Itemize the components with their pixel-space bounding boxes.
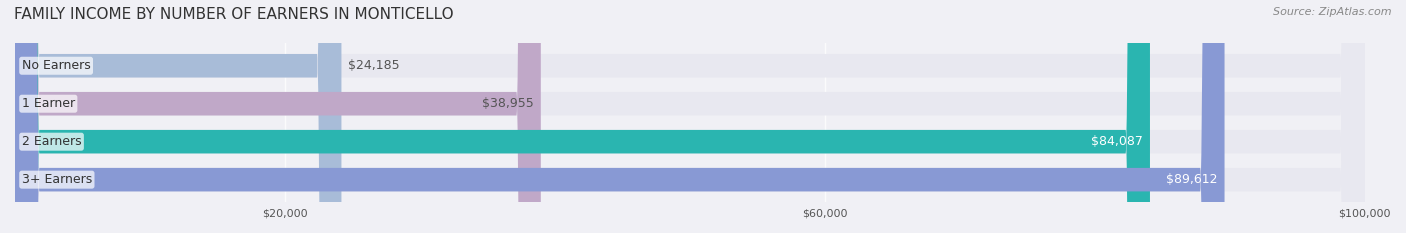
FancyBboxPatch shape [15,0,1365,233]
Text: $38,955: $38,955 [482,97,534,110]
Text: 2 Earners: 2 Earners [21,135,82,148]
FancyBboxPatch shape [15,0,1365,233]
FancyBboxPatch shape [15,0,1365,233]
Text: No Earners: No Earners [21,59,90,72]
FancyBboxPatch shape [15,0,541,233]
FancyBboxPatch shape [15,0,1225,233]
Text: 3+ Earners: 3+ Earners [21,173,91,186]
FancyBboxPatch shape [15,0,342,233]
FancyBboxPatch shape [15,0,1150,233]
Text: $84,087: $84,087 [1091,135,1143,148]
Text: FAMILY INCOME BY NUMBER OF EARNERS IN MONTICELLO: FAMILY INCOME BY NUMBER OF EARNERS IN MO… [14,7,454,22]
Text: 1 Earner: 1 Earner [21,97,75,110]
FancyBboxPatch shape [15,0,1365,233]
Text: Source: ZipAtlas.com: Source: ZipAtlas.com [1274,7,1392,17]
Text: $89,612: $89,612 [1167,173,1218,186]
Text: $24,185: $24,185 [349,59,399,72]
